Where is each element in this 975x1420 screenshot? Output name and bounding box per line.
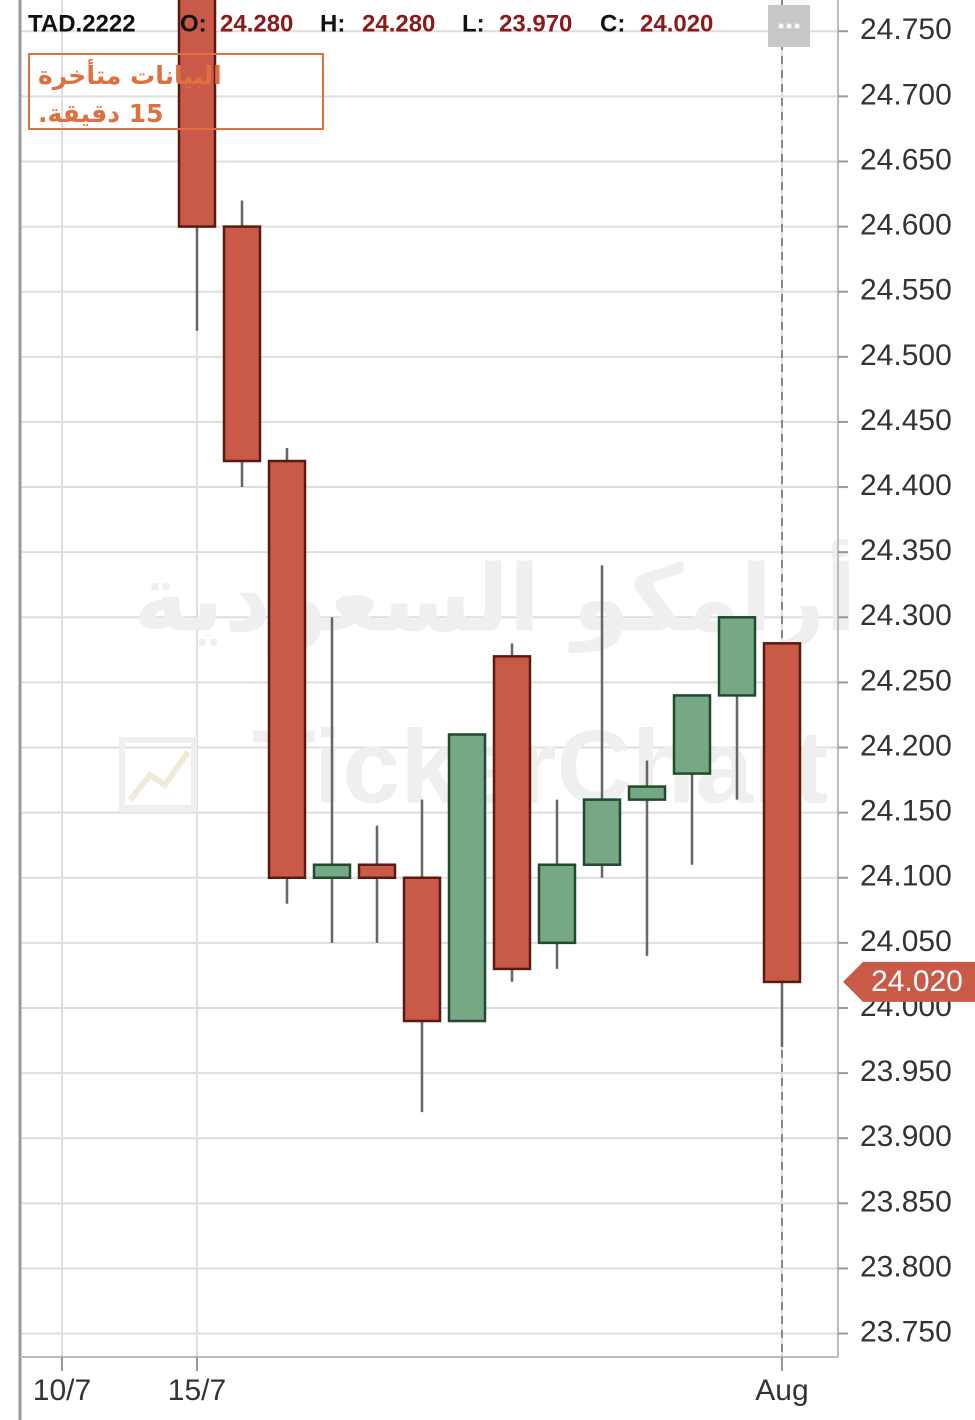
watermark: أرامكو السعودية TickerChart: [119, 538, 857, 825]
y-tick-label: 23.900: [860, 1120, 952, 1153]
y-tick-label: 23.750: [860, 1315, 952, 1348]
delay-notice-text: البيانات متأخرة 15 دقيقة.: [38, 61, 222, 128]
menu-button[interactable]: [768, 5, 810, 47]
y-tick-label: 24.200: [860, 729, 952, 762]
header-value: 24.280: [362, 10, 435, 37]
delay-notice: البيانات متأخرة 15 دقيقة.: [28, 53, 324, 130]
y-tick-label: 24.550: [860, 274, 952, 307]
y-tick-label: 24.450: [860, 404, 952, 437]
y-tick-label: 23.850: [860, 1185, 952, 1218]
y-tick-label: 24.750: [860, 13, 952, 46]
y-tick-label: 24.600: [860, 209, 952, 242]
candle-body: [717, 616, 757, 697]
header-key: O:: [180, 10, 207, 37]
menu-dot: [778, 23, 784, 29]
y-tick-label: 24.250: [860, 664, 952, 697]
last-price-tag: [843, 961, 975, 1002]
watermark-logo: [119, 737, 197, 811]
menu-dot: [786, 23, 792, 29]
x-tick-label: 15/7: [168, 1374, 226, 1407]
candle-body: [582, 798, 622, 866]
y-tick-label: 24.400: [860, 469, 952, 502]
candle-body: [402, 876, 442, 1023]
candle-body: [267, 459, 307, 880]
y-tick-label: 24.300: [860, 599, 952, 632]
symbol: TAD.2222: [28, 10, 136, 37]
y-tick-label: 23.950: [860, 1055, 952, 1088]
x-tick-label: 10/7: [33, 1374, 91, 1407]
candle-body: [492, 655, 532, 971]
header-key: C:: [600, 10, 625, 37]
y-tick-label: 24.150: [860, 795, 952, 828]
last-price-label: 24.020: [871, 965, 963, 998]
header-value: 24.280: [220, 10, 293, 37]
x-tick-label: Aug: [755, 1374, 808, 1407]
menu-dot: [794, 23, 800, 29]
axes: 23.75023.80023.85023.90023.95024.00024.0…: [33, 13, 975, 1407]
candle-body: [537, 863, 577, 945]
watermark-text: TickerChart: [252, 709, 828, 825]
candle-body: [447, 733, 487, 1023]
grid: [20, 0, 838, 1357]
y-tick-label: 24.350: [860, 534, 952, 567]
header-value: 23.970: [499, 10, 572, 37]
candle-body: [312, 863, 352, 880]
y-tick-label: 23.800: [860, 1250, 952, 1283]
y-tick-label: 24.500: [860, 339, 952, 372]
header-key: H:: [320, 10, 345, 37]
watermark-logo: [127, 750, 191, 802]
y-tick-label: 24.050: [860, 925, 952, 958]
candle-body: [762, 642, 802, 984]
y-tick-label: 24.100: [860, 860, 952, 893]
header-value: 24.020: [640, 10, 713, 37]
candle-body: [177, 0, 217, 228]
candles: [177, 0, 802, 1113]
y-tick-label: 24.650: [860, 143, 952, 176]
candle-body: [627, 785, 667, 801]
candle-body: [672, 694, 712, 775]
header: TAD.2222 O: 24.280 H: 24.280 L: 23.970 C…: [28, 10, 713, 37]
candle-body: [357, 863, 397, 880]
candle-body: [222, 225, 262, 463]
header-key: L:: [462, 10, 485, 37]
y-tick-label: 24.700: [860, 78, 952, 111]
